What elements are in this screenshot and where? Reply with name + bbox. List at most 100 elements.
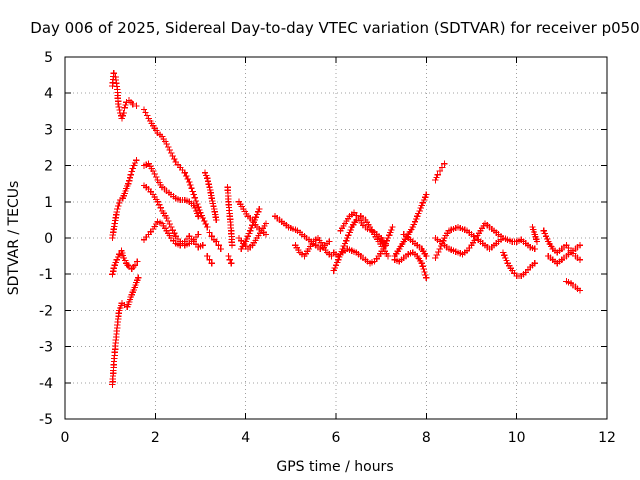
data-point [182, 172, 190, 180]
data-point [423, 274, 430, 282]
data-point [186, 178, 193, 186]
y-tick-label: 1 [44, 195, 53, 211]
data-point [204, 175, 211, 182]
data-point [389, 223, 396, 231]
x-tick-label: 8 [422, 430, 431, 446]
data-point [208, 260, 215, 267]
y-tick-label: -5 [39, 412, 53, 428]
data-point [206, 256, 213, 263]
data-point [423, 191, 430, 198]
data-point [134, 258, 141, 265]
data-point [262, 231, 270, 238]
data-point [115, 202, 122, 210]
data-point [155, 201, 163, 209]
data-point [125, 180, 132, 187]
data-point [167, 223, 175, 231]
data-point [115, 100, 122, 108]
data-point [151, 170, 158, 178]
data-point [435, 248, 442, 256]
y-ticks-layer: -5 -4 -3 -2 -1 0 1 2 3 4 5 [39, 50, 607, 428]
data-point [166, 146, 173, 154]
data-point [438, 164, 446, 171]
data-point [163, 214, 170, 222]
data-point [109, 271, 116, 278]
x-tick-label: 12 [598, 430, 616, 446]
data-point [116, 199, 123, 207]
data-point [204, 223, 211, 231]
data-point [167, 149, 175, 157]
data-point [432, 254, 439, 262]
y-tick-label: 3 [44, 122, 53, 138]
data-point [205, 181, 212, 188]
data-point [204, 252, 211, 260]
y-tick-label: 2 [44, 159, 53, 175]
x-axis-label: GPS time / hours [276, 459, 393, 475]
y-tick-label: -3 [39, 340, 53, 356]
data-point [533, 238, 541, 245]
x-ticks-layer: 0 2 4 6 8 10 12 [61, 57, 616, 446]
y-tick-label: -1 [39, 267, 53, 283]
data-point [434, 171, 441, 178]
data-point [115, 103, 123, 111]
data-point [441, 160, 448, 167]
data-point [131, 261, 139, 269]
data-point [228, 242, 236, 249]
data-point [420, 265, 427, 273]
data-point [129, 165, 136, 172]
data-point [204, 178, 212, 185]
data-point [208, 232, 215, 240]
data-point [256, 205, 263, 213]
data-point [202, 220, 209, 228]
data-point [190, 191, 197, 198]
x-tick-label: 0 [61, 430, 70, 446]
data-point [328, 252, 335, 260]
data-point [326, 238, 333, 245]
x-tick-label: 10 [508, 430, 526, 446]
data-point [421, 268, 428, 276]
data-point [226, 256, 234, 263]
data-point [195, 231, 202, 238]
data-point [199, 214, 206, 222]
data-point [140, 106, 148, 113]
data-point [423, 252, 430, 260]
data-point [143, 112, 151, 119]
data-point [188, 185, 195, 192]
y-tick-label: -2 [39, 303, 53, 319]
data-point [422, 271, 429, 279]
data-point [157, 204, 164, 212]
data-point [531, 245, 538, 253]
y-tick-label: -4 [39, 376, 53, 392]
data-point [418, 260, 426, 267]
data-point [225, 252, 232, 260]
data-point [199, 242, 206, 249]
data-point [169, 226, 176, 234]
data-point [189, 188, 196, 195]
data-point [217, 245, 225, 253]
data-point [110, 70, 117, 77]
data-point [228, 260, 235, 267]
x-tick-label: 4 [241, 430, 250, 446]
data-point [166, 220, 173, 228]
data-point [193, 200, 201, 208]
data-point [126, 174, 134, 181]
data-point [191, 194, 199, 201]
data-point [116, 251, 123, 258]
data-point [170, 229, 178, 237]
data-point [184, 175, 191, 183]
data-point [129, 100, 136, 108]
chart-title: Day 006 of 2025, Sidereal Day-to-day VTE… [30, 19, 639, 37]
data-point [531, 260, 538, 267]
data-point [114, 205, 121, 213]
data-point [152, 173, 160, 181]
data-point [382, 242, 389, 249]
grid-layer [65, 57, 607, 419]
x-tick-label: 2 [151, 430, 160, 446]
data-point [187, 181, 194, 189]
data-point [384, 252, 392, 260]
data-point [262, 220, 270, 227]
data-point [576, 287, 584, 294]
data-point [170, 155, 178, 163]
y-axis-label: SDTVAR / TECUs [6, 181, 22, 296]
data-point [133, 156, 140, 164]
